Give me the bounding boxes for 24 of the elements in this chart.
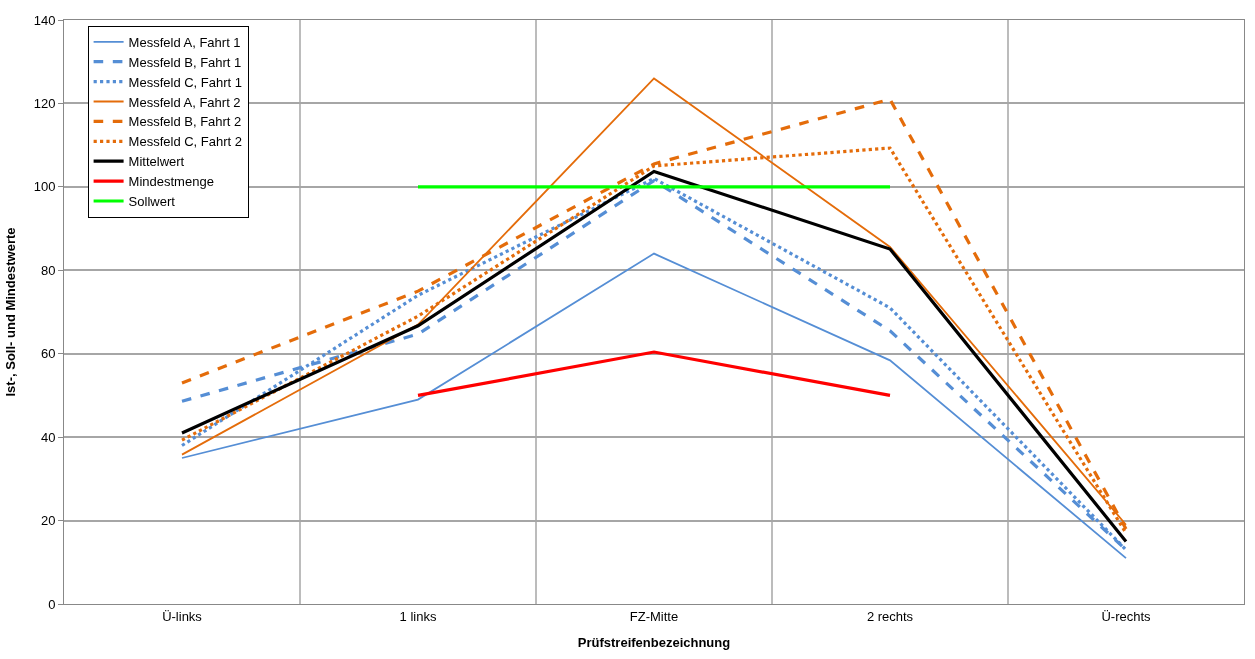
legend-label: Sollwert <box>128 194 176 210</box>
y-tick-label: 100 <box>33 179 56 195</box>
x-tick-label: 2 rechts <box>866 608 914 624</box>
legend-label: Messfeld B, Fahrt 2 <box>128 114 242 130</box>
legend-label: Messfeld B, Fahrt 1 <box>128 54 242 70</box>
legend-label: Messfeld A, Fahrt 2 <box>128 94 241 110</box>
x-tick-label: Ü-rechts <box>1101 608 1152 624</box>
y-tick-label: 40 <box>40 429 56 445</box>
y-axis-title: Ist-, Soll- und Mindestwerte <box>2 227 18 397</box>
x-tick-label: 1 links <box>399 608 437 624</box>
y-tick-label: 140 <box>33 12 56 28</box>
x-axis-title: Prüfstreifenbezeichnung <box>577 635 731 651</box>
legend-label: Mittelwert <box>128 154 185 170</box>
y-tick-label: 20 <box>40 513 56 529</box>
y-tick-label: 80 <box>40 262 56 278</box>
legend-label: Messfeld C, Fahrt 2 <box>128 134 243 150</box>
y-tick-label: 60 <box>40 346 56 362</box>
legend-label: Messfeld C, Fahrt 1 <box>128 74 243 90</box>
x-tick-label: FZ-Mitte <box>629 608 679 624</box>
legend-label: Messfeld A, Fahrt 1 <box>128 34 241 50</box>
y-tick-label: 120 <box>33 95 56 111</box>
x-tick-label: Ü-links <box>162 608 203 624</box>
legend-label: Mindestmenge <box>128 174 214 190</box>
y-tick-label: 0 <box>48 596 56 612</box>
